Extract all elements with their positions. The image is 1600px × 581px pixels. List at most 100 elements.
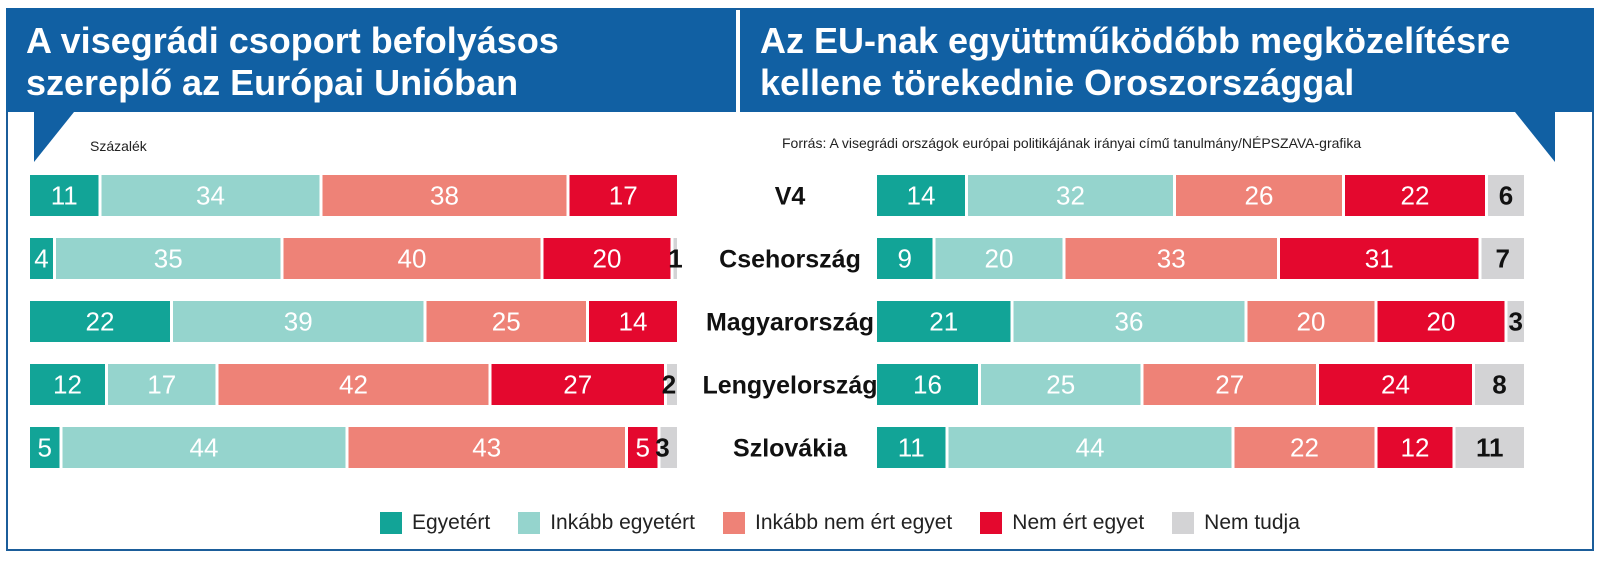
- right-bar-value-label: 36: [1115, 307, 1144, 337]
- left-bar-segment: [426, 301, 586, 342]
- left-bar-segment: [30, 175, 99, 216]
- left-bar-segment: [218, 364, 489, 405]
- right-bar-value-label: 12: [1401, 433, 1430, 463]
- right-bar-value-label: 20: [1297, 307, 1326, 337]
- left-bar-value-label: 25: [492, 307, 521, 337]
- left-title-line-2: szereplő az Európai Unióban: [26, 62, 519, 103]
- legend-item: Egyetért: [380, 511, 490, 535]
- right-header-pointer: [1515, 112, 1555, 162]
- right-bar-segment: [877, 238, 933, 279]
- left-bar-segment: [62, 427, 346, 468]
- left-title-line-1: A visegrádi csoport befolyásos: [26, 20, 559, 61]
- right-bar-segment: [1143, 364, 1316, 405]
- legend-swatch: [1172, 512, 1195, 534]
- right-bar-value-label: 11: [1476, 433, 1504, 463]
- right-bar-segment: [1507, 301, 1524, 342]
- right-bar-segment: [1013, 301, 1245, 342]
- category-label: Szlovákia: [733, 435, 848, 463]
- right-bar-value-label: 32: [1056, 181, 1085, 211]
- right-bar-segment: [1319, 364, 1472, 405]
- right-bar-value-label: 33: [1157, 244, 1186, 274]
- right-bar-segment: [1247, 301, 1375, 342]
- left-bar-value-label: 35: [154, 244, 183, 274]
- left-bar-segment: [673, 238, 677, 279]
- left-bar-value-label: 17: [147, 370, 176, 400]
- left-bar-value-label: 22: [86, 307, 115, 337]
- legend-swatch: [380, 512, 402, 534]
- right-bar-value-label: 24: [1381, 370, 1410, 400]
- legend-label: Inkább egyetért: [550, 511, 695, 534]
- left-bar-segment: [589, 301, 677, 342]
- right-bar-segment: [1345, 175, 1485, 216]
- unit-note: Százalék: [90, 138, 147, 154]
- left-bar-value-label: 42: [339, 370, 368, 400]
- legend: Egyetért Inkább egyetért Inkább nem ért eg…: [380, 508, 1328, 538]
- right-title-line-1: Az EU-nak együttműködőbb megközelítésre: [760, 20, 1511, 61]
- left-bar-segment: [543, 238, 671, 279]
- legend-item: Nem tudja: [1172, 511, 1300, 535]
- right-bar-value-label: 21: [929, 307, 958, 337]
- right-bar-value-label: 6: [1499, 181, 1513, 211]
- left-bar-value-label: 43: [472, 433, 501, 463]
- source-note: Forrás: A visegrádi országok európai pol…: [782, 135, 1362, 151]
- right-bar-segment: [1455, 427, 1524, 468]
- left-bar-value-label: 44: [190, 433, 219, 463]
- left-bar-value-label: 5: [636, 433, 650, 463]
- left-bar-segment: [56, 238, 281, 279]
- right-bar-value-label: 3: [1509, 307, 1523, 337]
- right-title-line-2: kellene törekednie Oroszországgal: [760, 62, 1355, 103]
- right-bar-value-label: 14: [907, 181, 936, 211]
- left-bar-value-label: 20: [593, 244, 622, 274]
- right-bar-value-label: 9: [898, 244, 912, 274]
- left-bar-segment: [283, 238, 541, 279]
- right-bar-segment: [948, 427, 1232, 468]
- legend-item: Nem ért egyet: [980, 511, 1144, 535]
- right-bar-segment: [1377, 301, 1505, 342]
- legend-label: Inkább nem ért egyet: [754, 511, 953, 534]
- category-label: V4: [775, 183, 806, 211]
- left-bar-value-label: 40: [398, 244, 427, 274]
- left-bar-value-label: 38: [430, 181, 459, 211]
- left-bar-value-label: 17: [609, 181, 638, 211]
- left-bar-segment: [628, 427, 658, 468]
- left-bar-segment: [667, 364, 677, 405]
- right-bar-value-label: 20: [1427, 307, 1456, 337]
- left-bar-segment: [30, 364, 105, 405]
- left-chart-title: A visegrádi csoport befolyásos szereplő …: [6, 8, 736, 112]
- left-bar-value-label: 34: [196, 181, 225, 211]
- left-bar-segment: [30, 301, 170, 342]
- left-bar-segment: [348, 427, 625, 468]
- right-bar-segment: [1065, 238, 1277, 279]
- left-bar-segment: [108, 364, 216, 405]
- right-bar-segment: [1280, 238, 1479, 279]
- left-bar-segment: [322, 175, 567, 216]
- legend-label: Nem tudja: [1204, 511, 1300, 534]
- right-bar-segment: [1377, 427, 1453, 468]
- legend-swatch: [518, 512, 541, 534]
- left-bar-value-label: 1: [668, 244, 682, 274]
- category-label: Magyarország: [706, 309, 874, 337]
- right-chart-title: Az EU-nak együttműködőbb megközelítésre …: [740, 8, 1594, 112]
- right-bar-value-label: 7: [1496, 244, 1510, 274]
- right-bar-segment: [968, 175, 1173, 216]
- legend-swatch: [980, 512, 1003, 534]
- right-bar-value-label: 22: [1401, 181, 1430, 211]
- legend-label: Egyetért: [412, 511, 491, 534]
- right-bar-value-label: 20: [985, 244, 1014, 274]
- left-bar-value-label: 5: [38, 433, 52, 463]
- right-bar-value-label: 25: [1046, 370, 1075, 400]
- left-bar-value-label: 11: [51, 181, 78, 211]
- left-bar-value-label: 39: [284, 307, 313, 337]
- right-bar-value-label: 11: [898, 433, 925, 463]
- right-bar-value-label: 22: [1290, 433, 1319, 463]
- left-bar-value-label: 4: [34, 244, 48, 274]
- left-bar-value-label: 12: [53, 370, 82, 400]
- right-bar-segment: [1176, 175, 1342, 216]
- right-bar-value-label: 31: [1365, 244, 1394, 274]
- right-bar-segment: [877, 427, 946, 468]
- left-bar-segment: [491, 364, 664, 405]
- right-bar-value-label: 16: [913, 370, 942, 400]
- left-bar-segment: [101, 175, 320, 216]
- left-bar-value-label: 3: [655, 433, 669, 463]
